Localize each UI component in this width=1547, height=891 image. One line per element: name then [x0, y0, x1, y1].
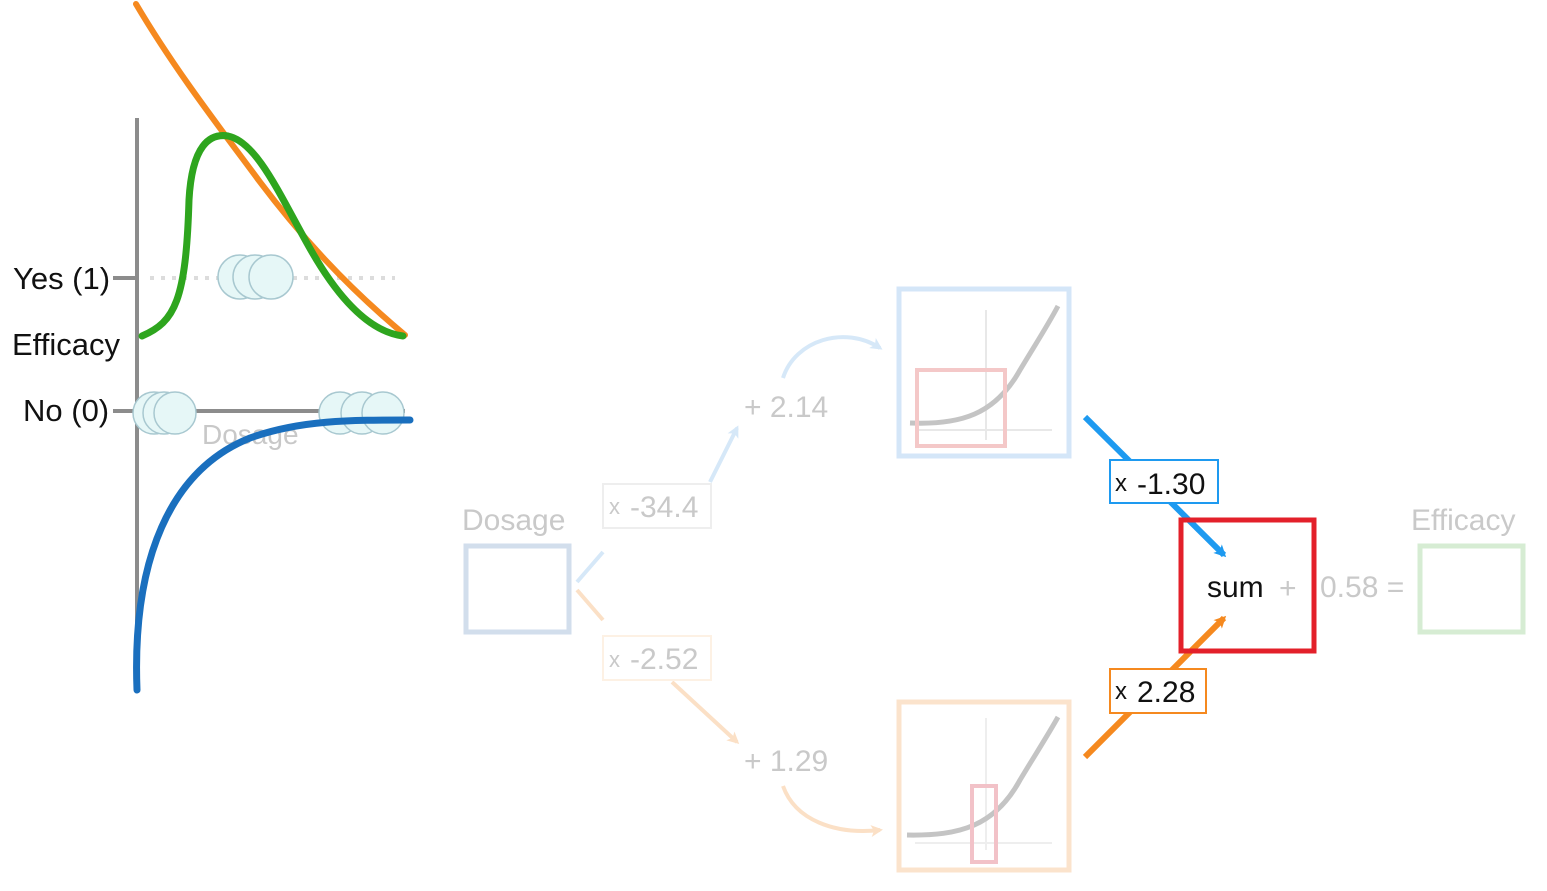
input-node [463, 543, 572, 635]
output-label: Efficacy [1411, 504, 1516, 537]
y-label-no: No (0) [23, 393, 109, 428]
y-axis-title: Efficacy [12, 327, 120, 362]
blue-curve [133, 416, 414, 694]
bottom-input-weight: x -2.52 [602, 635, 712, 681]
neural-network: Dosage x -34.4 x -2.52 + 2.14 + 1.29 [462, 286, 1526, 873]
top-output-weight-value: -1.30 [1137, 468, 1205, 501]
green-curve [138, 132, 407, 340]
top-input-weight: x -34.4 [602, 483, 712, 529]
weight-multiply-symbol: x [609, 647, 620, 672]
bottom-activation-node [896, 699, 1072, 873]
bottom-weight-value: -2.52 [630, 643, 698, 676]
input-label: Dosage [462, 504, 565, 537]
final-bias-value: 0.58 = [1320, 571, 1404, 604]
sum-node [1178, 517, 1317, 654]
final-bias-plus: + [1279, 572, 1297, 605]
y-label-yes: Yes (1) [13, 261, 110, 296]
bottom-output-weight: x 2.28 [1109, 668, 1207, 714]
orange-curve [133, 1, 408, 338]
data-point [361, 391, 405, 435]
top-input-connection [575, 428, 737, 584]
activation-curve [906, 715, 1061, 838]
weight-multiply-symbol: x [1115, 678, 1127, 705]
bottom-bias-arrow [781, 785, 883, 837]
top-output-weight: x -1.30 [1109, 459, 1219, 504]
activation-range-highlight [915, 368, 1007, 448]
activation-curve [909, 304, 1061, 426]
activation-range-highlight [970, 784, 998, 864]
bottom-input-connection [575, 588, 737, 742]
sum-label: sum [1207, 571, 1264, 604]
data-point [153, 391, 197, 435]
top-bias: + 2.14 [744, 391, 828, 424]
weight-multiply-symbol: x [1115, 470, 1127, 497]
top-bias-arrow [781, 335, 883, 379]
data-point [248, 254, 294, 300]
bottom-bias: + 1.29 [744, 745, 828, 778]
efficacy-plot: Yes (1) Efficacy No (0) Dosage [12, 1, 414, 694]
top-activation-node [896, 286, 1072, 459]
bottom-output-weight-value: 2.28 [1137, 676, 1195, 709]
weight-multiply-symbol: x [609, 494, 620, 519]
top-weight-value: -34.4 [630, 491, 698, 524]
output-node [1417, 543, 1526, 635]
